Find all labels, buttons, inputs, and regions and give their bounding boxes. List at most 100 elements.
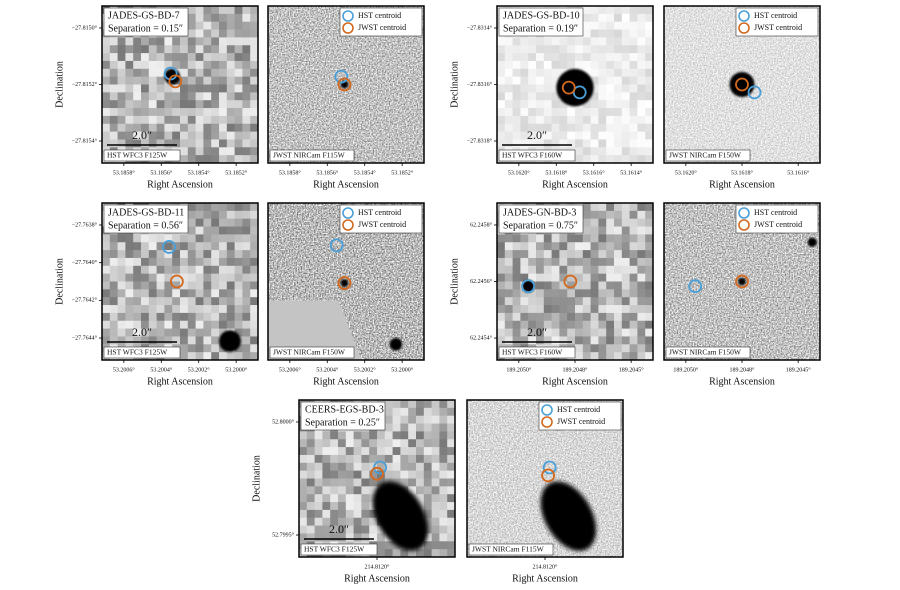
pixel [606, 6, 615, 15]
pixel [504, 84, 514, 93]
y-tick-label: −27.7644° [72, 334, 98, 341]
pixel [250, 305, 258, 314]
pixel [148, 45, 158, 54]
pixel [141, 92, 150, 101]
pixel [629, 226, 638, 235]
x-axis-label: Right Ascension [709, 179, 775, 190]
pixel [598, 203, 607, 212]
pixel [195, 312, 204, 322]
pixel [361, 478, 370, 487]
pixel [590, 68, 599, 78]
pixel [520, 273, 529, 282]
pixel [629, 53, 638, 62]
pixel [512, 37, 521, 46]
pixel [536, 37, 545, 46]
pixel [109, 297, 119, 306]
label-box [103, 204, 189, 234]
pixel [211, 336, 220, 345]
pixel [512, 250, 521, 259]
pixel [582, 108, 592, 117]
pixel [497, 108, 506, 117]
pixel [551, 131, 560, 140]
pixel [614, 265, 623, 275]
pixel [637, 281, 646, 290]
pixel [400, 423, 409, 432]
pixel [172, 312, 181, 322]
pixel [645, 289, 653, 298]
pixel [528, 250, 537, 259]
pixel [384, 541, 394, 550]
pixel [234, 312, 243, 322]
pixel [520, 242, 529, 251]
pixel [598, 108, 607, 117]
pixel [211, 328, 220, 337]
pixel [180, 147, 189, 156]
pixel [621, 139, 631, 148]
pixel [314, 486, 323, 495]
pixel [242, 242, 251, 251]
pixel [102, 92, 111, 101]
pixel [141, 76, 150, 85]
pixel [338, 494, 347, 503]
pixel [117, 76, 126, 85]
pixel [439, 525, 448, 534]
pixel [226, 6, 236, 15]
pixel [497, 84, 506, 93]
pixel [392, 423, 401, 432]
pixel [520, 53, 529, 62]
jwst-centroid [337, 77, 352, 92]
pixel [242, 6, 251, 15]
pixel [439, 541, 448, 550]
pixel [345, 533, 355, 542]
pixel [637, 123, 646, 133]
pixel [614, 242, 623, 251]
pixel [187, 60, 197, 70]
pixel [512, 100, 521, 109]
pixel [536, 273, 545, 282]
pixel [242, 131, 251, 140]
pixel [645, 84, 653, 93]
pixel [330, 478, 339, 487]
pixel [408, 478, 417, 487]
pixel [575, 297, 584, 306]
hst-centroid [521, 279, 536, 294]
pixel [299, 486, 308, 495]
pixel [195, 100, 204, 109]
pixel [141, 68, 150, 78]
pixel [575, 281, 584, 290]
pixel [369, 486, 378, 495]
pixel [203, 250, 212, 259]
pixel [117, 250, 126, 259]
pixel [219, 147, 228, 156]
pixel [543, 45, 553, 54]
pixel [226, 155, 236, 163]
pixel [195, 131, 204, 140]
pixel [590, 108, 599, 117]
pixel [187, 250, 197, 259]
pixel [211, 352, 220, 360]
pixel [219, 320, 228, 330]
pixel [504, 320, 514, 330]
pixel [590, 155, 599, 163]
pixel [598, 131, 607, 140]
pixel [582, 234, 592, 243]
pixel [314, 478, 323, 487]
pixel [543, 37, 553, 46]
pixel [211, 257, 220, 267]
pixel [180, 336, 189, 345]
pixel [234, 328, 243, 337]
pixel [629, 115, 638, 125]
pixel [250, 250, 258, 259]
pixel [250, 281, 258, 290]
pixel [439, 517, 448, 527]
jwst-filter: JWST NIRCam F115W [472, 545, 545, 554]
pixel [504, 312, 514, 322]
pixel [219, 273, 228, 282]
pixel [520, 76, 529, 85]
pixel [497, 328, 506, 337]
pixel [431, 431, 440, 440]
pixel [392, 415, 401, 425]
pixel [180, 257, 189, 267]
pixel [353, 525, 362, 534]
